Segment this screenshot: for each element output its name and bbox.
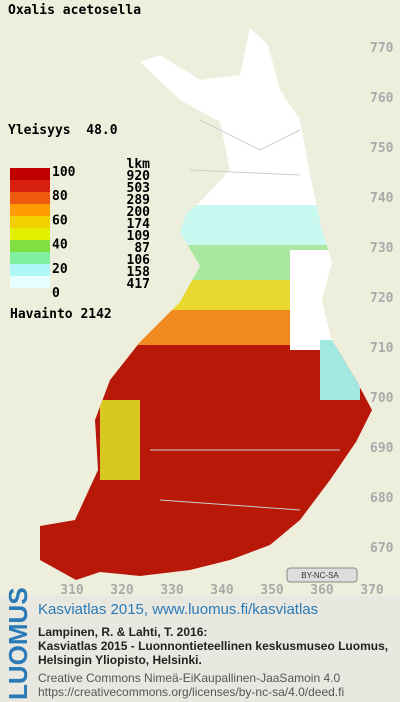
legend-swatch bbox=[10, 228, 50, 240]
license: https://creativecommons.org/licenses/by-… bbox=[38, 685, 344, 699]
x-label: 370 bbox=[360, 583, 384, 598]
legend-count: 920 bbox=[127, 169, 151, 184]
y-label: 730 bbox=[370, 241, 394, 256]
license-badge: BY-NC-SA bbox=[301, 571, 339, 580]
legend-swatch bbox=[10, 180, 50, 192]
atlas-link[interactable]: Kasviatlas 2015, www.luomus.fi/kasviatla… bbox=[38, 601, 318, 618]
legend-scale-label: 40 bbox=[52, 238, 68, 253]
y-label: 750 bbox=[370, 141, 394, 156]
legend-count: 289 bbox=[127, 193, 150, 208]
legend-count: 87 bbox=[134, 241, 150, 256]
y-label: 770 bbox=[370, 41, 394, 56]
x-label: 350 bbox=[260, 583, 284, 598]
y-label: 720 bbox=[370, 291, 394, 306]
y-label: 740 bbox=[370, 191, 394, 206]
legend-count: 109 bbox=[127, 229, 150, 244]
license: Creative Commons Nimeä-EiKaupallinen-Jaa… bbox=[38, 671, 340, 685]
legend-swatch bbox=[10, 192, 50, 204]
y-label: 760 bbox=[370, 91, 394, 106]
legend-swatch bbox=[10, 216, 50, 228]
legend-scale-label: 60 bbox=[52, 213, 68, 228]
x-label: 340 bbox=[210, 583, 234, 598]
legend-count: 417 bbox=[127, 277, 150, 292]
license-badge-box bbox=[286, 567, 358, 583]
count-header: lkm bbox=[127, 157, 151, 172]
y-label: 700 bbox=[370, 391, 394, 406]
citation: Helsingin Yliopisto, Helsinki. bbox=[38, 653, 202, 667]
legend-scale-label: 20 bbox=[52, 262, 68, 277]
citation: Kasviatlas 2015 - Luonnontieteellinen ke… bbox=[38, 639, 388, 653]
legend-count: 503 bbox=[127, 181, 150, 196]
legend-swatch bbox=[10, 168, 50, 180]
legend-swatch bbox=[10, 264, 50, 276]
legend-count: 200 bbox=[127, 205, 151, 220]
legend-swatch bbox=[10, 204, 50, 216]
borders bbox=[150, 119, 340, 511]
legend-scale-label: 100 bbox=[52, 165, 76, 180]
logo: LUOMUS bbox=[3, 587, 33, 700]
footer-bg bbox=[0, 596, 400, 702]
y-label: 690 bbox=[370, 441, 394, 456]
x-label: 360 bbox=[310, 583, 334, 598]
frequency: Yleisyys 48.0 bbox=[8, 123, 118, 138]
x-label: 310 bbox=[60, 583, 84, 598]
legend-swatch bbox=[10, 252, 50, 264]
observations: Havainto 2142 bbox=[10, 307, 112, 322]
legend-swatch bbox=[10, 276, 50, 288]
legend-scale-label: 0 bbox=[52, 286, 60, 301]
legend-count: 174 bbox=[127, 217, 151, 232]
title: Oxalis acetosella bbox=[8, 3, 141, 18]
x-label: 320 bbox=[110, 583, 134, 598]
y-label: 670 bbox=[370, 541, 394, 556]
y-label: 680 bbox=[370, 491, 394, 506]
legend-swatch bbox=[10, 240, 50, 252]
legend-scale-label: 80 bbox=[52, 189, 68, 204]
y-label: 710 bbox=[370, 341, 394, 356]
x-label: 330 bbox=[160, 583, 184, 598]
citation: Lampinen, R. & Lahti, T. 2016: bbox=[38, 625, 207, 639]
legend-count: 158 bbox=[127, 265, 151, 280]
legend-count: 106 bbox=[127, 253, 151, 268]
